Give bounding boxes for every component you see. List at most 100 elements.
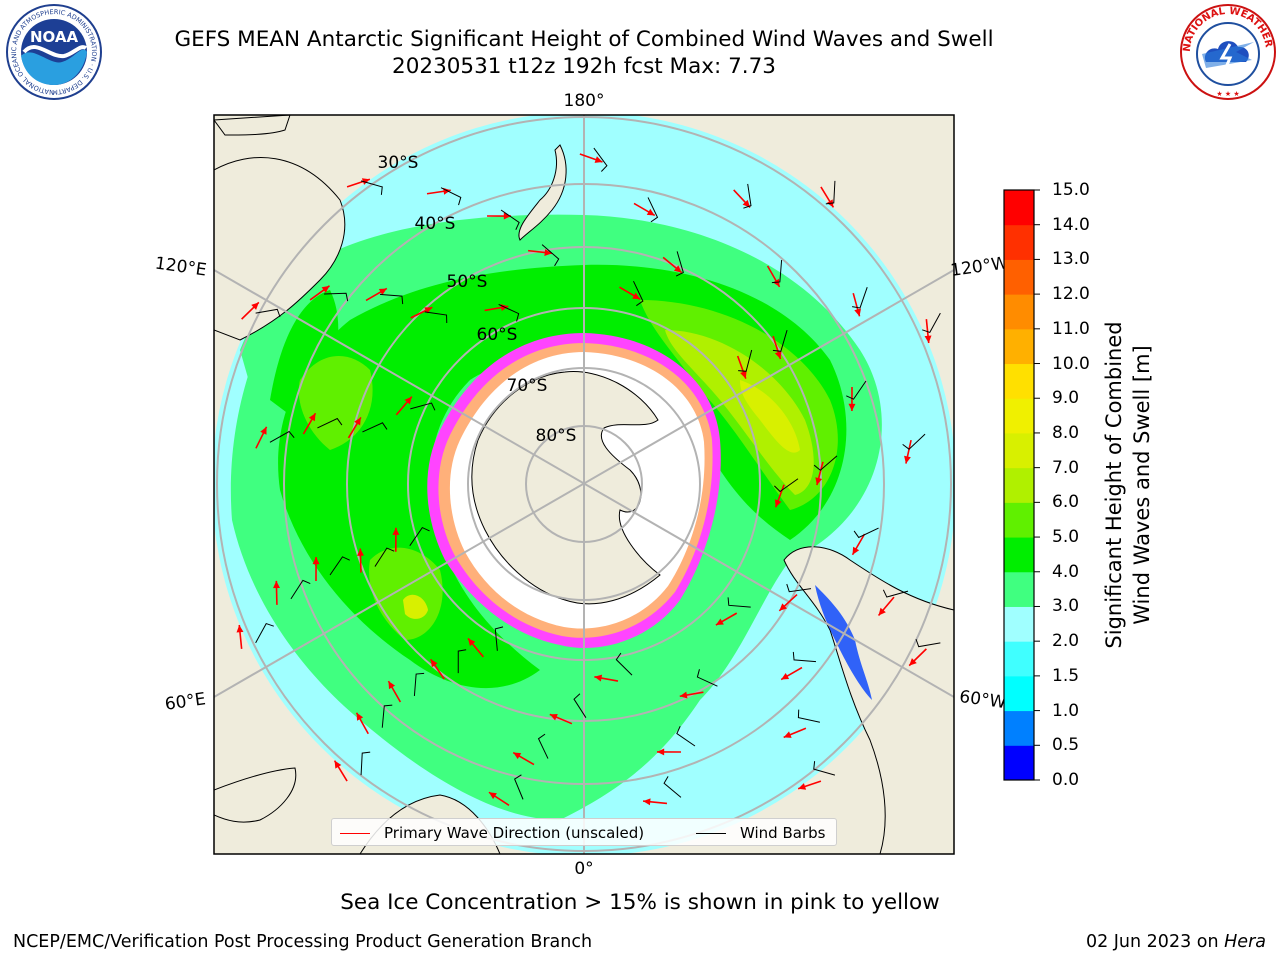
wave-arrow-head bbox=[779, 603, 787, 611]
wind-barb bbox=[381, 704, 393, 728]
colorbar-tick-label: 13.0 bbox=[1052, 249, 1090, 270]
wind-barb bbox=[774, 478, 799, 493]
lat-label-50s: 50°S bbox=[447, 272, 488, 292]
wind-barb bbox=[514, 774, 524, 800]
wind-barb bbox=[633, 280, 644, 307]
lat-label-30s: 30°S bbox=[378, 153, 419, 173]
wave-arrow-head bbox=[679, 691, 688, 699]
colorbar-tick-label: 0.5 bbox=[1052, 735, 1080, 756]
wave-arrow-head bbox=[852, 546, 860, 555]
wave-arrow-head bbox=[740, 370, 747, 379]
colorbar-label: Significant Height of Combined Wind Wave… bbox=[1100, 321, 1156, 648]
wind-barb bbox=[360, 180, 383, 195]
wind-barb bbox=[537, 733, 549, 759]
wind-barb bbox=[424, 311, 448, 324]
coastal-low-waves bbox=[815, 585, 872, 700]
wind-barb bbox=[825, 180, 836, 205]
wind-barb bbox=[541, 244, 560, 267]
wave-arrow-head bbox=[904, 455, 911, 464]
wind-barb bbox=[772, 330, 788, 352]
lon-label-0: 0° bbox=[574, 859, 593, 879]
wave-arrow-head bbox=[513, 752, 522, 760]
map-frame bbox=[213, 114, 955, 855]
wave-arrow-head bbox=[673, 265, 682, 273]
wave-arrow-head bbox=[312, 556, 320, 565]
wind-barb bbox=[727, 597, 751, 608]
credit-host: Hera bbox=[1224, 932, 1266, 952]
svg-text:★ ★ ★: ★ ★ ★ bbox=[1216, 90, 1239, 98]
wave-arrow-head bbox=[236, 624, 244, 633]
wind-barb bbox=[360, 751, 371, 776]
colorbar-tick-label: 6.0 bbox=[1052, 492, 1080, 513]
lon-label-60w: 60°W bbox=[958, 687, 1007, 713]
lon-label-180: 180° bbox=[564, 91, 605, 111]
wave-band-7-8m-small bbox=[403, 594, 428, 619]
wind-barb bbox=[494, 626, 504, 651]
colorbar-tick-label: 1.5 bbox=[1052, 665, 1080, 686]
wind-barb bbox=[813, 761, 836, 776]
wind-barb bbox=[663, 776, 682, 798]
wind-barbs bbox=[255, 147, 941, 800]
wind-barb bbox=[255, 308, 281, 318]
colorbar-tick-label: 3.0 bbox=[1052, 596, 1080, 617]
wave-arrow-head bbox=[549, 713, 558, 721]
wave-arrow-head bbox=[632, 292, 641, 300]
wave-arrow-head bbox=[251, 302, 259, 310]
wind-barb bbox=[813, 455, 838, 471]
wind-barb bbox=[786, 583, 812, 593]
wind-barb bbox=[792, 651, 817, 663]
wind-barb bbox=[410, 402, 436, 411]
wave-arrow-head bbox=[774, 351, 782, 360]
wind-barb bbox=[573, 693, 587, 718]
colorbar-segment bbox=[1004, 432, 1034, 469]
wave-arrow-head bbox=[774, 499, 782, 508]
colorbar-segment bbox=[1004, 502, 1034, 538]
wind-barb bbox=[743, 183, 752, 209]
wind-barb bbox=[882, 589, 909, 598]
wave-arrow-head bbox=[854, 308, 862, 317]
wave-band-7-8m bbox=[740, 380, 800, 453]
colorbar bbox=[1003, 189, 1040, 781]
wind-barb bbox=[413, 672, 425, 697]
colorbar-segment bbox=[1004, 745, 1034, 781]
wave-arrow-head bbox=[503, 212, 512, 220]
wind-barb bbox=[379, 293, 404, 305]
wind-barb bbox=[696, 669, 718, 687]
wind-barb bbox=[853, 527, 879, 539]
wave-arrow-head bbox=[783, 731, 792, 738]
lat-label-40s: 40°S bbox=[415, 214, 456, 234]
wind-barb bbox=[440, 187, 462, 206]
credit-right: 02 Jun 2023 on Hera bbox=[1086, 932, 1266, 952]
colorbar-segment bbox=[1004, 571, 1034, 607]
title-line-2: 20230531 t12z 192h fcst Max: 7.73 bbox=[392, 54, 776, 79]
colorbar-tick-label: 4.0 bbox=[1052, 561, 1080, 582]
new-zealand-land bbox=[518, 144, 567, 241]
colorbar-tick-label: 7.0 bbox=[1052, 457, 1080, 478]
colorbar-segment bbox=[1004, 363, 1034, 399]
legend-wind-line bbox=[696, 832, 726, 834]
wind-barb bbox=[771, 259, 783, 284]
wind-barb bbox=[324, 292, 349, 302]
wave-direction-arrows bbox=[236, 153, 932, 807]
wind-barb bbox=[797, 709, 821, 723]
colorbar-segment bbox=[1004, 467, 1034, 503]
wave-arrow-head bbox=[361, 178, 370, 185]
wave-arrow-head bbox=[909, 658, 917, 666]
colorbar-segment bbox=[1004, 259, 1034, 295]
australia-land bbox=[214, 157, 346, 341]
wind-barb bbox=[902, 433, 926, 450]
lon-label-120w: 120°W bbox=[949, 253, 1009, 281]
graticule bbox=[214, 115, 954, 854]
wind-barb bbox=[922, 312, 941, 334]
colorbar-tick-label: 8.0 bbox=[1052, 422, 1080, 443]
wave-arrow-head bbox=[378, 288, 387, 296]
lat-label-70s: 70°S bbox=[507, 376, 548, 396]
wave-arrow-head bbox=[260, 426, 267, 435]
wave-arrow-head bbox=[424, 307, 433, 314]
colorbar-label-line1: Significant Height of Combined bbox=[1102, 321, 1126, 649]
tasmania-land bbox=[214, 115, 291, 136]
colorbar-frame bbox=[1003, 189, 1035, 781]
legend-wind-label: Wind Barbs bbox=[740, 824, 826, 842]
colorbar-tick-label: 10.0 bbox=[1052, 353, 1090, 374]
colorbar-segment bbox=[1004, 537, 1034, 573]
